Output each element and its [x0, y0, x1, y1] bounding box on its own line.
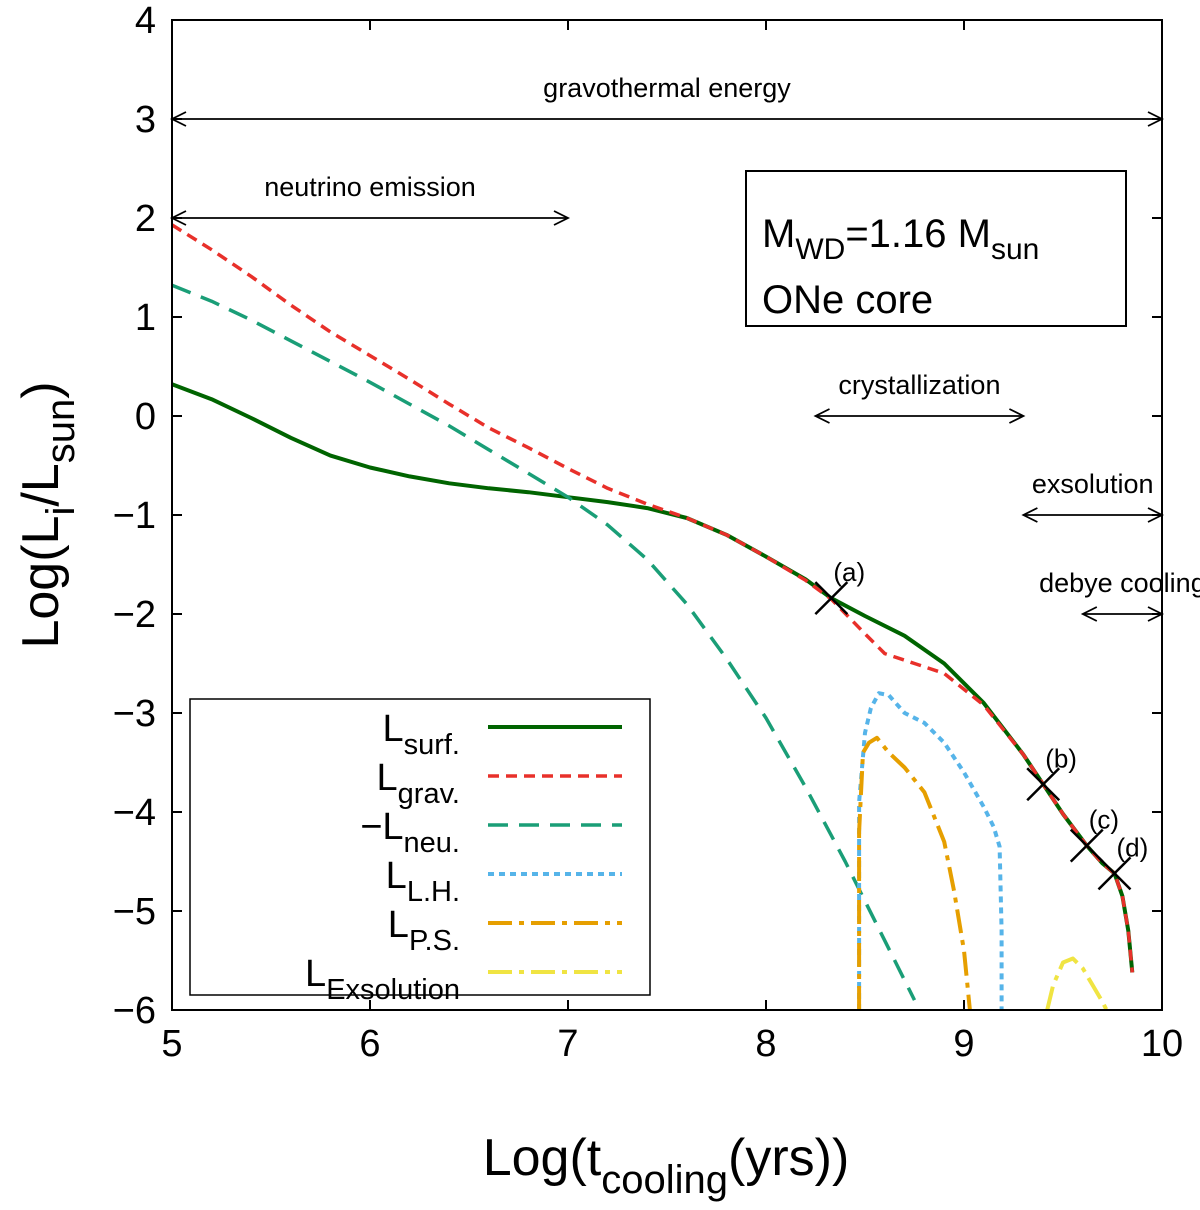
range-debye: debye cooling — [1039, 568, 1200, 622]
legend-entry-lh: LL.H. — [386, 855, 622, 908]
range-arrow-right-head — [1147, 606, 1165, 622]
range-arrow-right-head — [553, 210, 571, 226]
legend-entry-ps: LP.S. — [388, 904, 622, 957]
range-arrow-left-head — [169, 210, 187, 226]
axis-ticks: 5 6 7 8 9 10 −6 −5 −4 −3 −2 −1 0 1 2 3 4 — [113, 0, 1183, 1065]
y-tick-label: −3 — [113, 693, 156, 735]
series-lh-line — [857, 691, 1004, 1010]
legend-label: LP.S. — [388, 904, 460, 957]
range-label: neutrino emission — [264, 172, 476, 202]
range-arrow-right-head — [1008, 408, 1026, 424]
range-label: gravothermal energy — [543, 73, 791, 103]
x-tick-label: 6 — [359, 1023, 380, 1065]
info-box-core: ONe core — [762, 278, 933, 322]
range-neutrino: neutrino emission — [169, 172, 571, 226]
legend-label: Lsurf. — [382, 708, 460, 761]
series-exs-line — [1045, 956, 1109, 1010]
y-tick-label: 0 — [135, 396, 156, 438]
range-arrow-left-head — [1080, 606, 1098, 622]
range-arrow-left-head — [169, 111, 187, 127]
y-tick-label: 4 — [135, 0, 156, 42]
legend-entry-surf: Lsurf. — [382, 708, 622, 761]
y-axis-label: Log(Li/Lsun) — [12, 381, 83, 648]
cooling-markers: (a) (b) (c)(d) — [814, 557, 1148, 891]
y-tick-label: −4 — [113, 792, 156, 834]
y-tick-label: −6 — [113, 990, 156, 1032]
legend-entry-exs: LExsolution — [305, 953, 622, 1006]
range-label: exsolution — [1032, 469, 1154, 499]
info-box: MWD=1.16 Msun ONe core — [745, 170, 1127, 327]
y-tick-label: −1 — [113, 495, 156, 537]
legend-entry-grav: Lgrav. — [377, 757, 622, 810]
marker-label: (d) — [1116, 832, 1148, 862]
legend-entry-neu: −Lneu. — [360, 806, 622, 859]
range-label: crystallization — [838, 370, 1000, 400]
marker-cross-b — [1097, 856, 1132, 891]
x-axis-label: Log(tcooling(yrs)) — [483, 1129, 850, 1202]
marker-point: (a) — [814, 557, 865, 616]
marker-cross-b — [814, 581, 849, 616]
x-tick-label: 9 — [953, 1023, 974, 1065]
marker-cross-b — [1026, 767, 1061, 802]
legend: Lsurf.Lgrav.−Lneu.LL.H.LP.S.LExsolution — [189, 698, 651, 1006]
marker-point: (b) — [1026, 743, 1077, 802]
marker-label: (b) — [1045, 743, 1077, 773]
legend-label: LExsolution — [305, 953, 460, 1006]
legend-label: LL.H. — [386, 855, 460, 908]
y-tick-label: 3 — [135, 99, 156, 141]
marker-point: (c) — [1069, 805, 1119, 863]
range-arrow-left-head — [1021, 507, 1038, 523]
x-tick-label: 8 — [755, 1023, 776, 1065]
legend-label: Lgrav. — [377, 757, 460, 810]
marker-cross-b — [1069, 828, 1104, 863]
x-tick-label: 7 — [557, 1023, 578, 1065]
series-neu-line — [172, 283, 917, 1001]
range-exsolution: exsolution — [1021, 469, 1165, 523]
range-gravothermal: gravothermal energy — [169, 73, 1165, 127]
range-annotations: gravothermal energy neutrino emission crys… — [169, 73, 1200, 622]
info-box-mass: MWD=1.16 Msun — [762, 212, 1039, 266]
x-tick-label: 5 — [161, 1023, 182, 1065]
y-tick-label: 2 — [135, 198, 156, 240]
marker-point: (d) — [1097, 832, 1148, 891]
range-arrow-left-head — [813, 408, 830, 424]
x-tick-label: 10 — [1141, 1023, 1183, 1065]
range-crystallization: crystallization — [813, 370, 1026, 424]
range-arrow-right-head — [1147, 507, 1165, 523]
y-tick-label: −5 — [113, 891, 156, 933]
legend-label: −Lneu. — [360, 806, 460, 859]
marker-label: (c) — [1089, 805, 1119, 835]
y-tick-label: −2 — [113, 594, 156, 636]
range-arrow-right-head — [1147, 111, 1165, 127]
range-label: debye cooling — [1039, 568, 1200, 598]
marker-label: (a) — [833, 557, 865, 587]
series-ps-line — [857, 735, 972, 1010]
y-tick-label: 1 — [135, 297, 156, 339]
